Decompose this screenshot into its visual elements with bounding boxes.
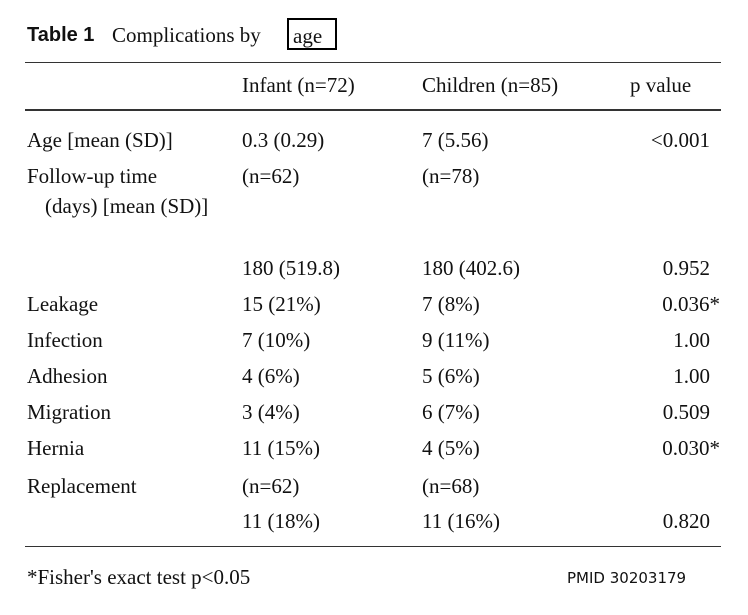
footnote: *Fisher's exact test p<0.05 bbox=[27, 565, 251, 589]
cell: (n=78) bbox=[422, 164, 480, 188]
cell: 0.3 (0.29) bbox=[242, 128, 325, 152]
cell: 4 (5%) bbox=[422, 436, 480, 460]
cell: (n=62) bbox=[242, 474, 300, 498]
cell: (n=68) bbox=[422, 474, 480, 498]
cell: 11 (15%) bbox=[242, 436, 320, 460]
cell: 7 (8%) bbox=[422, 292, 480, 316]
row-label: Hernia bbox=[27, 436, 85, 460]
table-label: Table 1 bbox=[27, 24, 95, 46]
cell: (n=62) bbox=[242, 164, 300, 188]
cell: 11 (18%) bbox=[242, 509, 320, 533]
cell: 3 (4%) bbox=[242, 400, 300, 424]
row-label: Migration bbox=[27, 400, 111, 424]
p-value: 0.952 bbox=[662, 256, 710, 280]
row-label: Leakage bbox=[27, 292, 99, 316]
p-value: 0.036* bbox=[662, 292, 720, 316]
p-value: 0.820 bbox=[662, 509, 710, 533]
cell: 180 (402.6) bbox=[422, 256, 520, 280]
top-rule bbox=[25, 62, 721, 63]
cell: 7 (10%) bbox=[242, 328, 311, 352]
p-value: <0.001 bbox=[650, 128, 710, 152]
p-value: 0.030* bbox=[662, 436, 720, 460]
bottom-rule bbox=[25, 546, 721, 547]
highlight-box: age bbox=[287, 18, 337, 50]
header-rule bbox=[25, 109, 721, 111]
p-value: 1.00 bbox=[673, 328, 710, 352]
cell: 7 (5.56) bbox=[422, 128, 489, 152]
column-header: p value bbox=[630, 73, 692, 97]
cell: 9 (11%) bbox=[422, 328, 490, 352]
p-value: 1.00 bbox=[673, 364, 710, 388]
cell: 15 (21%) bbox=[242, 292, 321, 316]
row-label: Infection bbox=[27, 328, 103, 352]
cell: 5 (6%) bbox=[422, 364, 480, 388]
row-label: Age [mean (SD)] bbox=[27, 128, 173, 152]
table-caption: Complications by bbox=[112, 23, 261, 47]
row-label: Replacement bbox=[27, 474, 137, 498]
source: PMID 30203179 bbox=[567, 569, 687, 587]
cell: 6 (7%) bbox=[422, 400, 480, 424]
p-value: 0.509 bbox=[662, 400, 710, 424]
row-label: Adhesion bbox=[27, 364, 108, 388]
cell: 11 (16%) bbox=[422, 509, 500, 533]
row-label: Follow-up time (days) [mean (SD)] bbox=[27, 164, 209, 218]
cell: 4 (6%) bbox=[242, 364, 300, 388]
column-header: Infant (n=72) bbox=[242, 73, 355, 97]
cell: 180 (519.8) bbox=[242, 256, 340, 280]
column-header: Children (n=85) bbox=[422, 73, 559, 97]
